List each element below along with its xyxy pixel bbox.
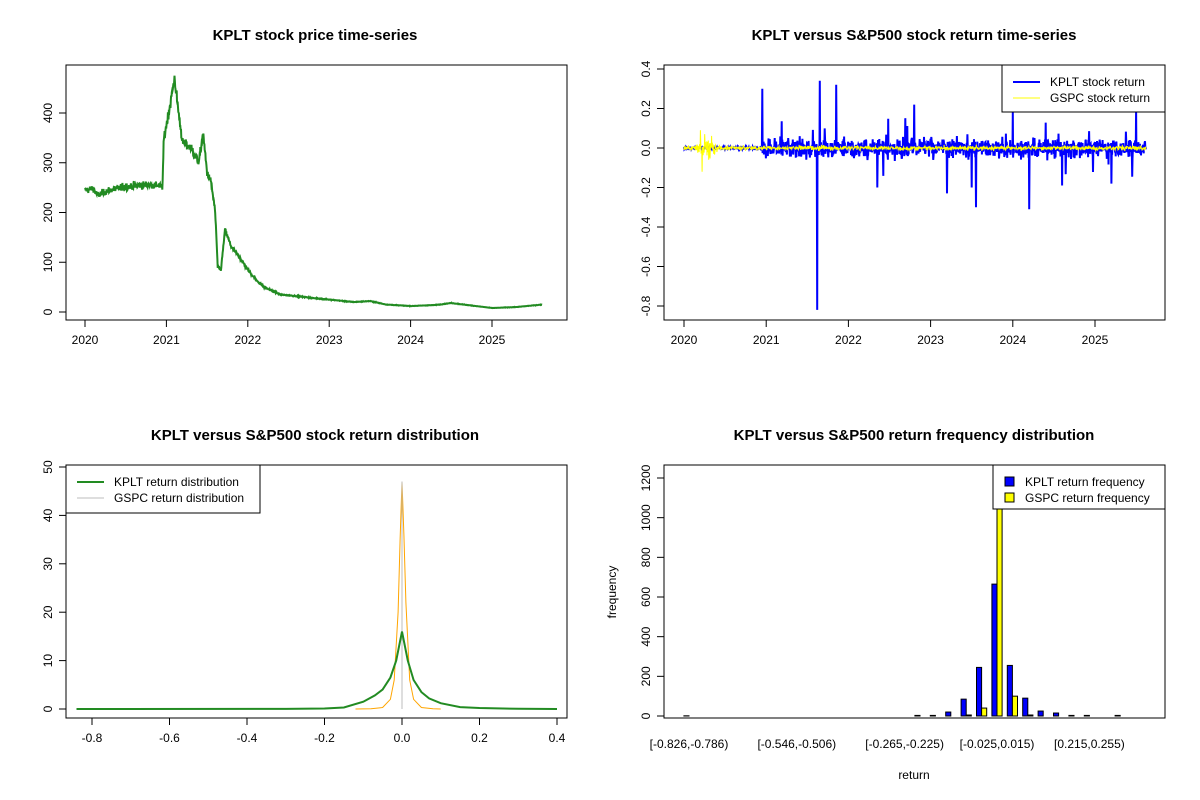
panel1-x-tick-label: 2020 — [72, 333, 99, 347]
panel1-y-tick-label: 300 — [41, 152, 55, 172]
panel1-title: KPLT stock price time-series — [213, 27, 418, 44]
panel4-x-tick-label: [-0.546,-0.506) — [757, 737, 836, 751]
panel3-y-tick-label: 20 — [41, 605, 55, 619]
panel1-y-tick-label: 100 — [41, 252, 55, 272]
gspc-bar — [981, 707, 988, 717]
gspc-bar — [965, 714, 972, 717]
panel3-y-tick-label: 40 — [41, 508, 55, 522]
gspc-bar — [1011, 695, 1019, 717]
panel4-x-tick-label: [-0.826,-0.786) — [650, 737, 729, 751]
panel4-legend — [992, 464, 1166, 510]
kplt-bar — [945, 711, 952, 717]
panel3-x-tick-label: -0.4 — [237, 731, 258, 745]
panel4-legend-label: KPLT return frequency — [1025, 475, 1145, 489]
panel4-y-tick-label: 400 — [639, 626, 653, 646]
panel3-x-tick-label: -0.8 — [82, 731, 103, 745]
kplt-bar — [991, 583, 998, 717]
panel3-x-tick-label: 0.2 — [471, 731, 488, 745]
panel1-x-tick-label: 2025 — [479, 333, 506, 347]
panel3-y-tick-label: 10 — [41, 654, 55, 668]
gspc-density-curve — [355, 481, 441, 710]
panel2-y-tick-label: -0.4 — [639, 216, 653, 237]
panel1-y-tick-label: 0 — [41, 308, 55, 315]
kplt-bar — [1083, 714, 1090, 717]
panel3-y-tick-label: 30 — [41, 557, 55, 571]
panel2-x-tick-label: 2023 — [917, 333, 944, 347]
panel2-x-tick-label: 2024 — [999, 333, 1026, 347]
kplt-density-curve — [76, 631, 558, 710]
panel2-legend-label: KPLT stock return — [1050, 75, 1145, 89]
panel3-y-tick-label: 0 — [41, 705, 55, 712]
gspc-return-line — [683, 130, 1147, 172]
panel4-legend-swatch — [1004, 476, 1015, 487]
panel4-y-tick-label: 1000 — [639, 504, 653, 531]
panel4-xlabel: return — [898, 768, 929, 782]
panel3-x-tick-label: 0.4 — [549, 731, 566, 745]
panel2-x-tick-label: 2020 — [671, 333, 698, 347]
panel4-y-tick-label: 0 — [639, 712, 653, 719]
panel1-x-tick-label: 2024 — [397, 333, 424, 347]
kplt-bar — [960, 698, 967, 717]
panel2-y-tick-label: -0.8 — [639, 295, 653, 316]
panel3-x-tick-label: -0.6 — [159, 731, 180, 745]
kplt-bar — [1022, 697, 1029, 717]
panel4-ylabel: frequency — [605, 566, 619, 619]
kplt-bar — [1114, 714, 1121, 717]
panel4-x-tick-label: [-0.265,-0.225) — [865, 737, 944, 751]
panel1-y-tick-label: 200 — [41, 202, 55, 222]
kplt-bar — [914, 714, 921, 717]
panel4-y-tick-label: 800 — [639, 547, 653, 567]
kplt-bar — [1006, 664, 1013, 717]
panel4-y-tick-label: 600 — [639, 587, 653, 607]
kplt-bar — [1068, 714, 1075, 717]
panel3-legend-label: KPLT return distribution — [114, 475, 239, 489]
kplt-bar — [1053, 712, 1060, 717]
panel4-legend-label: GSPC return frequency — [1025, 491, 1150, 505]
kplt-bar — [1037, 710, 1044, 717]
panel4-x-tick-label: [-0.025,0.015) — [960, 737, 1035, 751]
kplt-bar — [929, 714, 936, 717]
gspc-bar — [1027, 714, 1034, 717]
panel3-y-tick-label: 50 — [41, 460, 55, 474]
panel4-x-tick-label: [0.215,0.255) — [1054, 737, 1125, 751]
panel4-y-tick-label: 1200 — [639, 464, 653, 491]
panel1-x-tick-label: 2022 — [234, 333, 261, 347]
panel2-x-tick-label: 2022 — [835, 333, 862, 347]
panel2-y-tick-label: 0.0 — [639, 139, 653, 156]
panel4-legend-swatch — [1004, 492, 1015, 503]
panel3-legend — [65, 464, 261, 514]
panel1-y-tick-label: 400 — [41, 103, 55, 123]
panel2-title: KPLT versus S&P500 stock return time-ser… — [752, 27, 1077, 44]
panel3-x-tick-label: -0.2 — [314, 731, 335, 745]
panel2-y-tick-label: -0.6 — [639, 256, 653, 277]
panel2-y-tick-label: 0.2 — [639, 100, 653, 117]
panel2-y-tick-label: 0.4 — [639, 60, 653, 77]
panel3-x-tick-label: 0.0 — [394, 731, 411, 745]
panel3-title: KPLT versus S&P500 stock return distribu… — [151, 427, 479, 444]
panel1-x-tick-label: 2023 — [316, 333, 343, 347]
kplt-bar — [976, 666, 983, 717]
panel2-legend-label: GSPC stock return — [1050, 91, 1150, 105]
panel4-y-tick-label: 200 — [639, 666, 653, 686]
panel1-x-tick-label: 2021 — [153, 333, 180, 347]
panel3-legend-label: GSPC return distribution — [114, 491, 244, 505]
panel2-x-tick-label: 2025 — [1082, 333, 1109, 347]
panel2-x-tick-label: 2021 — [753, 333, 780, 347]
panel2-y-tick-label: -0.2 — [639, 177, 653, 198]
kplt-price-line — [84, 75, 543, 310]
panel4-title: KPLT versus S&P500 return frequency dist… — [734, 427, 1095, 444]
panel2-legend — [1001, 64, 1166, 113]
